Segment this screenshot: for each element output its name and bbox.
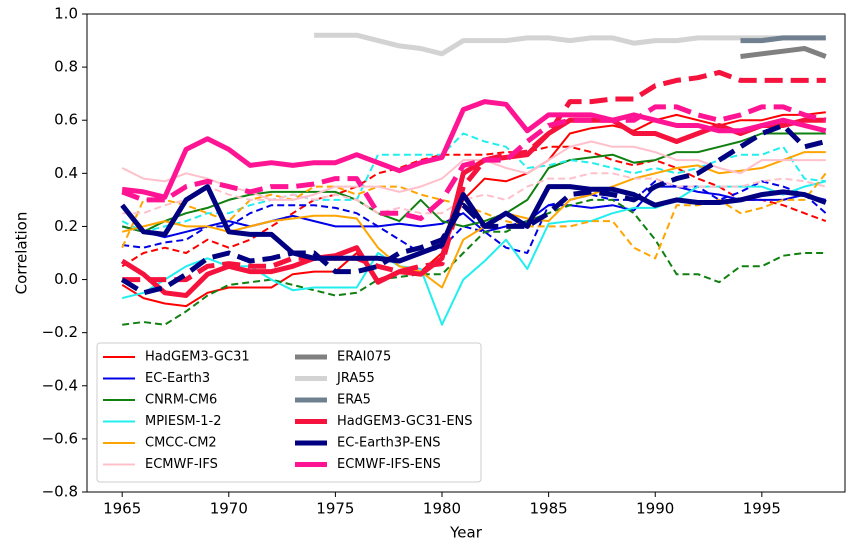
y-tick-label: 0.2: [54, 217, 78, 235]
y-tick-label: −0.6: [42, 429, 78, 447]
legend-label: ERAI075: [337, 350, 391, 365]
plot-frame: [86, 13, 846, 493]
plot-area: [120, 32, 827, 326]
series-line-dashed: [121, 104, 827, 221]
legend-box: [96, 342, 482, 483]
y-axis-label: Correlation: [13, 212, 31, 295]
series-line: [121, 99, 827, 200]
x-tick-label: 1995: [743, 500, 781, 518]
legend-label: HadGEM3-GC31-ENS: [337, 414, 473, 429]
x-tick-label: 1990: [636, 500, 674, 518]
legend-label: EC-Earth3P-ENS: [337, 436, 441, 451]
series-line-dashed: [122, 172, 827, 215]
y-tick-label: 0.8: [54, 58, 78, 76]
series-line: [121, 185, 827, 239]
x-tick-label: 1965: [103, 500, 141, 518]
legend-label: ECMWF-IFS-ENS: [337, 457, 441, 472]
series-line-dashed: [120, 123, 827, 296]
legend-label: HadGEM3-GC31: [145, 350, 250, 365]
series-line: [740, 35, 826, 44]
series-line-dashed: [122, 198, 826, 326]
series-line-dashed: [122, 180, 827, 254]
y-tick-label: 0.6: [54, 111, 78, 129]
x-tick-label: 1975: [316, 500, 354, 518]
series-line-dashed: [122, 69, 826, 283]
legend-label: ECMWF-IFS: [145, 457, 218, 472]
x-tick-label: 1985: [530, 500, 568, 518]
series-line: [314, 32, 826, 57]
series-line: [120, 184, 827, 264]
legend-label: MPIESM-1-2: [145, 414, 222, 429]
legend-label: ERA5: [337, 393, 371, 408]
y-tick-label: 0.4: [54, 164, 78, 182]
y-tick-label: −0.2: [42, 323, 78, 341]
legend: HadGEM3-GC31 EC-Earth3 CNRM-CM6 MPIESM-1-2 C…: [96, 342, 482, 483]
legend-label: CMCC-CM2: [145, 436, 217, 451]
legend-label: CNRM-CM6: [145, 393, 217, 408]
y-tick-label: −0.4: [42, 376, 78, 394]
x-tick-label: 1970: [210, 500, 248, 518]
legend-label: EC-Earth3: [145, 371, 210, 386]
series-line: [740, 46, 827, 59]
x-tick-label: 1980: [423, 500, 461, 518]
y-tick-label: 0.0: [54, 270, 78, 288]
series-line: [121, 111, 826, 308]
y-tick-label: −0.8: [42, 483, 78, 501]
y-tick-label: 1.0: [54, 5, 78, 23]
x-axis-label: Year: [449, 524, 483, 542]
series-line-dashed: [121, 145, 827, 268]
legend-label: JRA55: [336, 371, 375, 386]
